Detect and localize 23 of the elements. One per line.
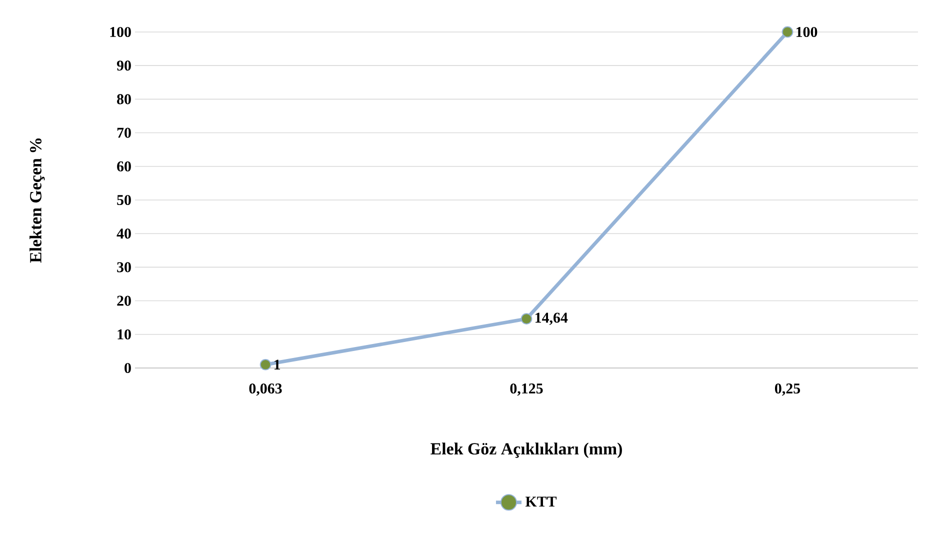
x-tick-label: 0,063 xyxy=(249,383,282,396)
y-tick-label: 100 xyxy=(110,26,131,38)
x-axis-title: Elek Göz Açıklıkları (mm) xyxy=(430,442,622,458)
point xyxy=(782,26,794,38)
y-tick-label: 80 xyxy=(117,94,131,104)
y-tick-label: 30 xyxy=(117,262,131,272)
y-tick-label: 10 xyxy=(118,329,131,340)
x-tick-label: 0,125 xyxy=(510,383,543,396)
data-label: 1 xyxy=(274,360,280,370)
y-tick-label: 40 xyxy=(116,228,131,239)
y-tick-label: 60 xyxy=(117,161,131,172)
y-tick-label: 20 xyxy=(117,296,131,306)
x-tick-label: 0,25 xyxy=(774,383,800,396)
y-tick-label: 0 xyxy=(124,362,131,374)
data-label: 100 xyxy=(796,26,818,38)
legend-label: KTT xyxy=(525,496,557,507)
y-axis-title: Elekten Geçen % xyxy=(30,138,45,263)
y-tick-label: 70 xyxy=(117,128,131,138)
y-tick-label: 90 xyxy=(116,60,131,71)
point xyxy=(260,358,272,370)
data-label: 14,64 xyxy=(536,312,568,325)
point xyxy=(520,313,532,324)
y-tick-label: 50 xyxy=(117,194,131,206)
